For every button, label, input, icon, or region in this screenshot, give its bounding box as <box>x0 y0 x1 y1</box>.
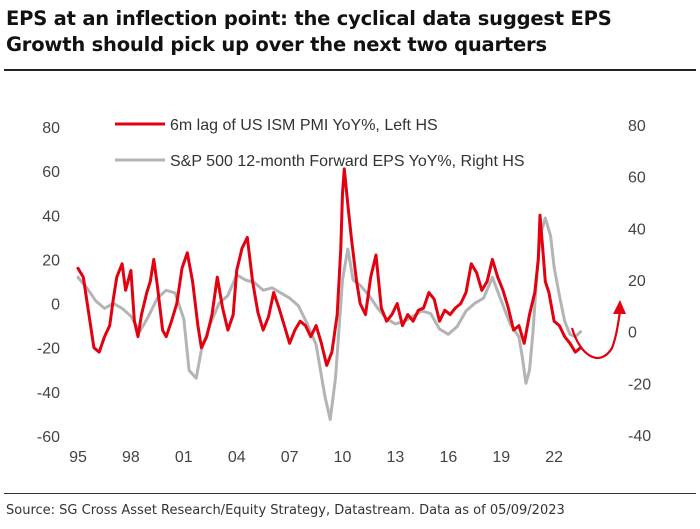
x-axis: 95 98 01 04 07 10 13 16 19 22 <box>69 449 563 466</box>
left-tick-label: -60 <box>37 429 60 446</box>
legend-label-ism-pmi: 6m lag of US ISM PMI YoY%, Left HS <box>170 117 438 134</box>
x-tick-label: 07 <box>281 449 299 466</box>
left-tick-label: 80 <box>42 120 60 137</box>
legend: 6m lag of US ISM PMI YoY%, Left HS S&P 50… <box>115 117 525 170</box>
right-tick-label: 0 <box>628 325 637 342</box>
series-line-ism-pmi <box>76 167 583 367</box>
left-tick-label: -40 <box>37 385 60 402</box>
trend-arrow-head <box>613 300 626 314</box>
x-tick-label: 13 <box>387 449 405 466</box>
left-tick-label: 60 <box>42 164 60 181</box>
legend-label-sp500-eps: S&P 500 12-month Forward EPS YoY%, Right… <box>170 153 525 170</box>
line-chart: -60 -40 -20 0 20 40 60 80 -40 -20 0 20 40 60 80 95 98 0… <box>37 117 651 466</box>
x-tick-label: 10 <box>334 449 352 466</box>
left-tick-label: 0 <box>51 297 60 314</box>
left-tick-label: 20 <box>42 252 60 269</box>
right-tick-label: 80 <box>628 118 646 135</box>
x-tick-label: 01 <box>175 449 193 466</box>
title-divider <box>4 69 696 71</box>
x-tick-label: 95 <box>69 449 87 466</box>
right-tick-label: -40 <box>628 428 651 445</box>
x-tick-label: 19 <box>492 449 510 466</box>
right-axis: -40 -20 0 20 40 60 80 <box>628 118 651 445</box>
right-tick-label: 60 <box>628 170 646 187</box>
trend-arrow <box>570 310 622 360</box>
chart-title: EPS at an inflection point: the cyclical… <box>6 7 612 56</box>
left-tick-label: 40 <box>42 208 60 225</box>
series-layer <box>76 167 583 421</box>
right-tick-label: 40 <box>628 221 646 238</box>
x-tick-label: 98 <box>122 449 140 466</box>
source-note: Source: SG Cross Asset Research/Equity S… <box>6 503 565 518</box>
source-divider <box>4 493 696 494</box>
left-tick-label: -20 <box>37 341 60 358</box>
right-tick-label: 20 <box>628 273 646 290</box>
left-axis: -60 -40 -20 0 20 40 60 80 <box>37 120 60 446</box>
x-tick-label: 04 <box>228 449 246 466</box>
annotation-layer <box>570 300 626 360</box>
x-tick-label: 16 <box>439 449 457 466</box>
x-tick-label: 22 <box>545 449 563 466</box>
right-tick-label: -20 <box>628 376 651 393</box>
series-line-sp500-eps <box>76 216 583 421</box>
